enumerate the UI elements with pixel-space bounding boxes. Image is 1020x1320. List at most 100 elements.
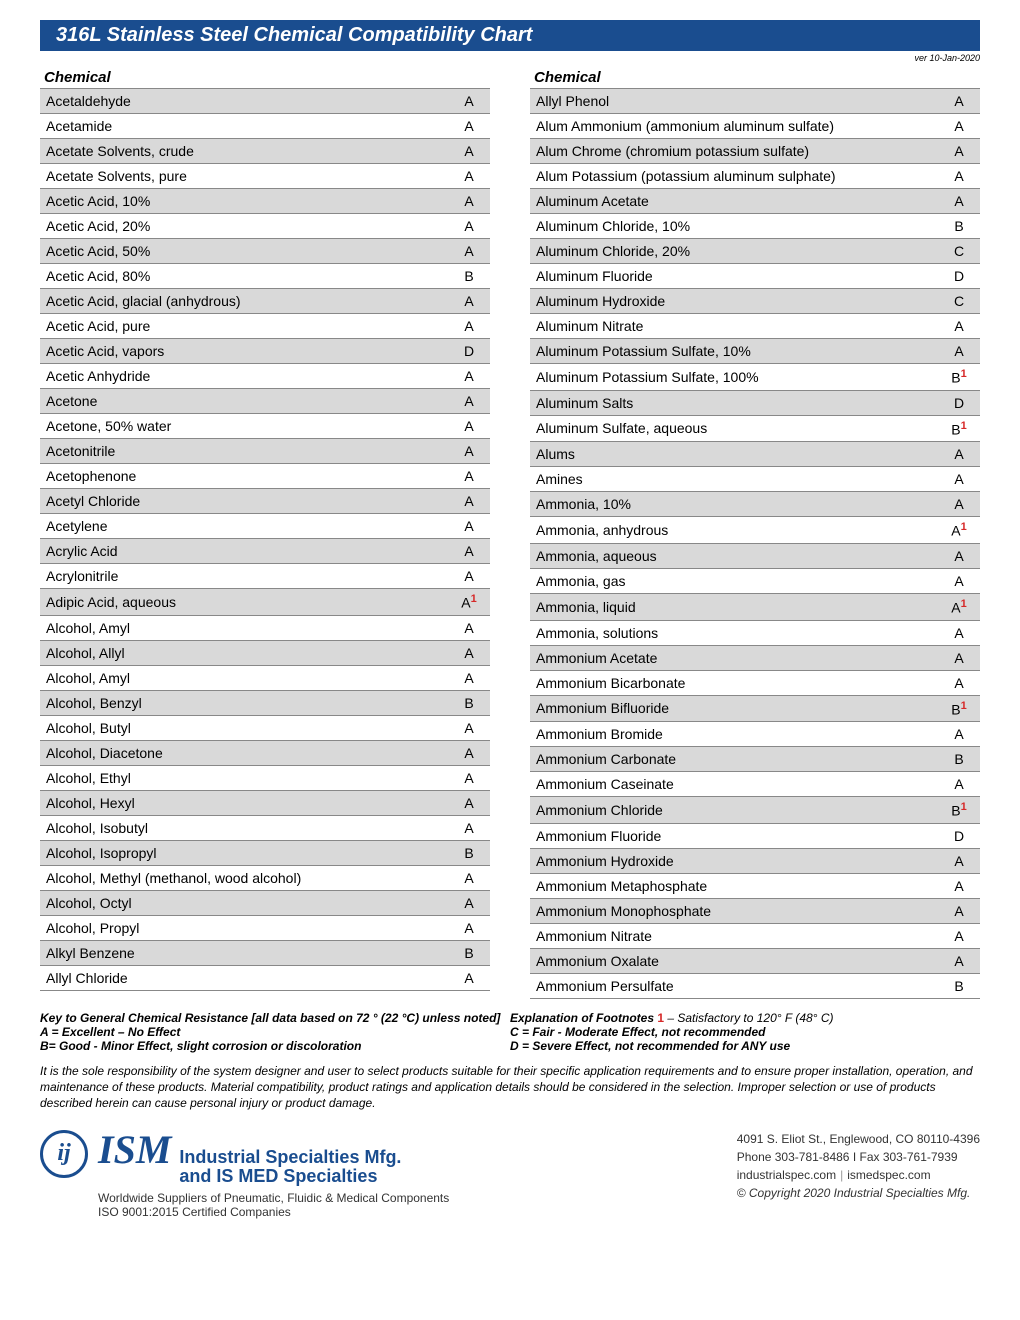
chemical-name: Alum Chrome (chromium potassium sulfate) (536, 143, 944, 159)
rating-value: D (454, 343, 484, 359)
iso-text: ISO 9001:2015 Certified Companies (98, 1205, 449, 1219)
version-text: ver 10-Jan-2020 (40, 53, 980, 63)
chemical-name: Ammonium Bicarbonate (536, 675, 944, 691)
chemical-name: Acetylene (46, 518, 454, 534)
rating-value: A (944, 675, 974, 691)
table-row: Ammonia, solutionsA (530, 621, 980, 646)
rating-value: A (454, 720, 484, 736)
chemical-name: Alcohol, Isopropyl (46, 845, 454, 861)
key-section: Key to General Chemical Resistance [all … (40, 1011, 980, 1053)
chemical-name: Acetyl Chloride (46, 493, 454, 509)
table-row: Acetic Acid, pureA (40, 314, 490, 339)
table-row: Acetic Acid, vaporsD (40, 339, 490, 364)
chemical-name: Ammonia, solutions (536, 625, 944, 641)
table-row: Alcohol, ButylA (40, 716, 490, 741)
chemical-name: Acetic Acid, 10% (46, 193, 454, 209)
chemical-name: Ammonium Oxalate (536, 953, 944, 969)
chemical-name: Ammonium Hydroxide (536, 853, 944, 869)
chemical-name: Allyl Chloride (46, 970, 454, 986)
chemical-name: Acetaldehyde (46, 93, 454, 109)
chemical-name: Acetone, 50% water (46, 418, 454, 434)
chemical-name: Acetate Solvents, crude (46, 143, 454, 159)
table-row: Ammonia, anhydrousA1 (530, 517, 980, 544)
table-row: Alcohol, AmylA (40, 666, 490, 691)
chemical-name: Allyl Phenol (536, 93, 944, 109)
chemical-name: Alums (536, 446, 944, 462)
table-row: Alcohol, AllylA (40, 641, 490, 666)
rating-value: A (454, 243, 484, 259)
rating-value: A (944, 903, 974, 919)
chemical-name: Ammonium Persulfate (536, 978, 944, 994)
rating-value: B1 (944, 368, 974, 386)
chemical-name: Acetophenone (46, 468, 454, 484)
table-row: AcetoneA (40, 389, 490, 414)
chemical-name: Alcohol, Propyl (46, 920, 454, 936)
chemical-name: Alcohol, Hexyl (46, 795, 454, 811)
chemical-name: Ammonium Chloride (536, 802, 944, 818)
rating-value: D (944, 828, 974, 844)
rating-value: B (944, 751, 974, 767)
phone: Phone 303-781-8486 I Fax 303-761-7939 (737, 1148, 980, 1166)
chemical-name: Amines (536, 471, 944, 487)
rating-value: B (454, 695, 484, 711)
footer-right: 4091 S. Eliot St., Englewood, CO 80110-4… (737, 1130, 980, 1202)
rating-value: A (454, 920, 484, 936)
footnote-sup: 1 (471, 593, 477, 605)
chemical-name: Aluminum Chloride, 10% (536, 218, 944, 234)
rating-value: A (454, 468, 484, 484)
rating-value: C (944, 293, 974, 309)
chemical-name: Ammonia, gas (536, 573, 944, 589)
rating-value: D (944, 395, 974, 411)
rating-value: A (944, 118, 974, 134)
chemical-name: Aluminum Potassium Sulfate, 100% (536, 369, 944, 385)
rating-value: A (454, 670, 484, 686)
table-row: AminesA (530, 467, 980, 492)
table-row: Alcohol, BenzylB (40, 691, 490, 716)
table-row: AcetophenoneA (40, 464, 490, 489)
table-columns: Chemical AcetaldehydeAAcetamideAAcetate … (40, 67, 980, 999)
table-row: Acetate Solvents, crudeA (40, 139, 490, 164)
rating-value: B (454, 845, 484, 861)
table-row: Ammonia, aqueousA (530, 544, 980, 569)
chemical-name: Aluminum Hydroxide (536, 293, 944, 309)
chemical-name: Alcohol, Diacetone (46, 745, 454, 761)
footnote-sup: 1 (961, 700, 967, 712)
rating-value: A (454, 93, 484, 109)
rating-value: A (944, 343, 974, 359)
chemical-name: Alcohol, Allyl (46, 645, 454, 661)
chemical-name: Alcohol, Amyl (46, 670, 454, 686)
table-row: Aluminum Potassium Sulfate, 100%B1 (530, 364, 980, 391)
footnote-sup: 1 (961, 368, 967, 380)
chemical-name: Ammonium Bromide (536, 726, 944, 742)
table-row: Acetyl ChlorideA (40, 489, 490, 514)
rating-value: B (454, 945, 484, 961)
rating-value: A (944, 318, 974, 334)
chemical-name: Acetic Acid, 80% (46, 268, 454, 284)
key-d: D = Severe Effect, not recommended for A… (510, 1039, 790, 1053)
chemical-name: Ammonium Nitrate (536, 928, 944, 944)
footnote-sup: 1 (961, 521, 967, 533)
copyright: © Copyright 2020 Industrial Specialties … (737, 1184, 980, 1202)
rating-value: A (454, 218, 484, 234)
table-row: Aluminum SaltsD (530, 391, 980, 416)
chemical-name: Ammonium Fluoride (536, 828, 944, 844)
table-row: Ammonium FluorideD (530, 824, 980, 849)
chemical-name: Acetic Acid, 20% (46, 218, 454, 234)
table-row: Acrylic AcidA (40, 539, 490, 564)
table-row: Acetic Acid, 20%A (40, 214, 490, 239)
chemical-name: Adipic Acid, aqueous (46, 594, 454, 610)
chemical-name: Alcohol, Benzyl (46, 695, 454, 711)
table-row: Ammonium BicarbonateA (530, 671, 980, 696)
key-a: A = Excellent – No Effect (40, 1025, 180, 1039)
chemical-name: Aluminum Acetate (536, 193, 944, 209)
rating-value: B1 (944, 700, 974, 718)
table-row: Acetic Acid, 50%A (40, 239, 490, 264)
chemical-name: Alcohol, Octyl (46, 895, 454, 911)
web2: ismedspec.com (847, 1168, 930, 1182)
rating-value: A (944, 548, 974, 564)
table-row: Alum Ammonium (ammonium aluminum sulfate… (530, 114, 980, 139)
chemical-name: Acetonitrile (46, 443, 454, 459)
chemical-name: Aluminum Chloride, 20% (536, 243, 944, 259)
rating-value: A (944, 853, 974, 869)
chemical-name: Ammonia, 10% (536, 496, 944, 512)
